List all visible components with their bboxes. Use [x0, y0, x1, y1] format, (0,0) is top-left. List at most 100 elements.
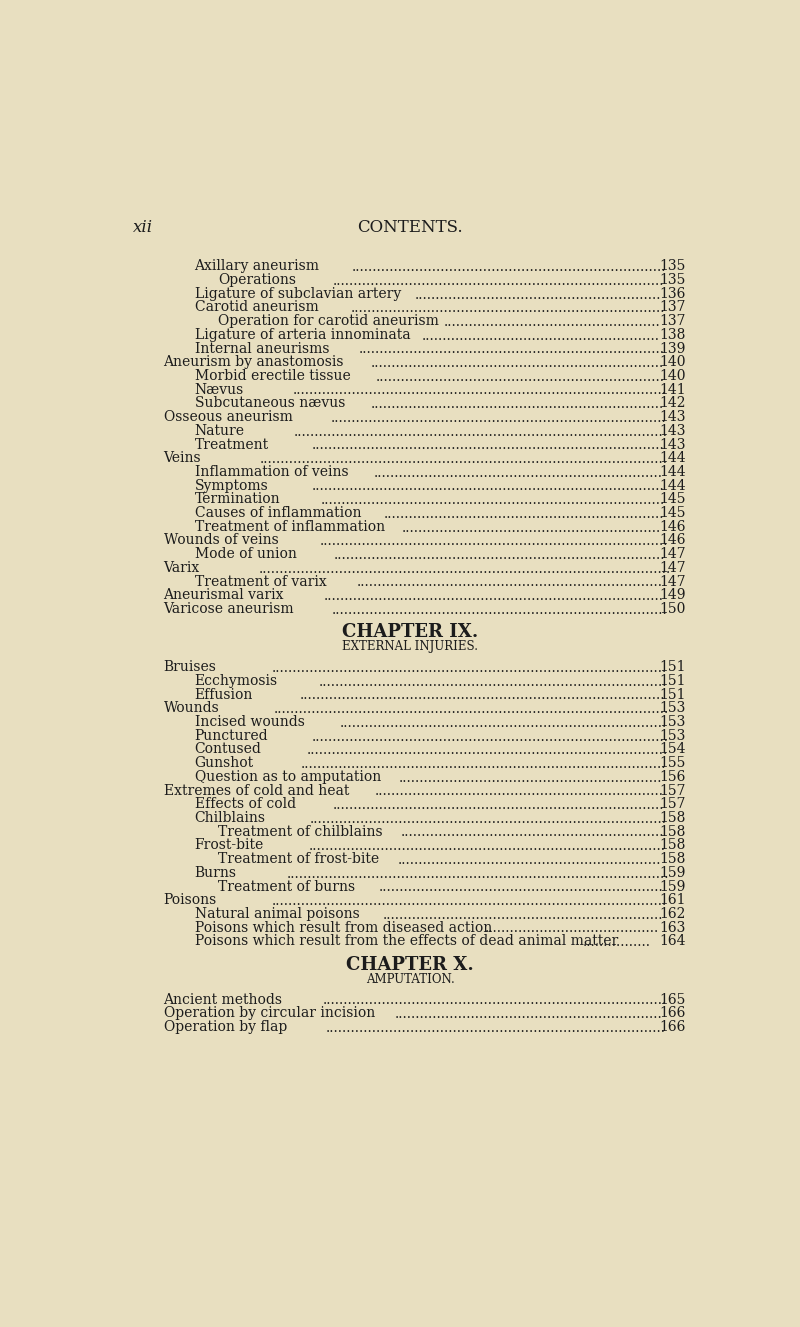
Text: ..........................................................................: ........................................… — [350, 301, 665, 316]
Text: Treatment of chilblains: Treatment of chilblains — [218, 824, 382, 839]
Text: ................................................................................: ........................................… — [274, 702, 669, 717]
Text: Aneurismal varix: Aneurismal varix — [163, 588, 284, 602]
Text: 137: 137 — [659, 314, 686, 328]
Text: AMPUTATION.: AMPUTATION. — [366, 973, 454, 986]
Text: Treatment of inflammation: Treatment of inflammation — [194, 520, 385, 533]
Text: Wounds of veins: Wounds of veins — [163, 533, 278, 548]
Text: Natural animal poisons: Natural animal poisons — [194, 906, 359, 921]
Text: Carotid aneurism: Carotid aneurism — [194, 300, 318, 314]
Text: ................................................................................: ........................................… — [272, 894, 667, 908]
Text: 153: 153 — [659, 715, 686, 729]
Text: 150: 150 — [659, 602, 686, 616]
Text: 158: 158 — [659, 811, 686, 825]
Text: Subcutaneous nævus: Subcutaneous nævus — [194, 397, 345, 410]
Text: ..............................................................: ........................................… — [400, 825, 664, 840]
Text: ...............................................................................: ........................................… — [330, 411, 666, 425]
Text: Operation by flap: Operation by flap — [163, 1020, 287, 1034]
Text: ...................................................................: ........................................… — [379, 880, 664, 894]
Text: ................................................................................: ........................................… — [326, 1020, 666, 1035]
Text: 143: 143 — [659, 410, 686, 425]
Text: Treatment of varix: Treatment of varix — [194, 575, 326, 589]
Text: ..............................................................................: ........................................… — [333, 273, 665, 288]
Text: ........................................................................: ........................................… — [357, 576, 662, 589]
Text: Causes of inflammation: Causes of inflammation — [194, 506, 361, 520]
Text: Termination: Termination — [194, 492, 280, 507]
Text: 140: 140 — [659, 356, 686, 369]
Text: Axillary aneurism: Axillary aneurism — [194, 259, 319, 273]
Text: Varix: Varix — [163, 561, 200, 575]
Text: ........................................................: ........................................… — [422, 329, 660, 342]
Text: 156: 156 — [659, 770, 686, 784]
Text: 161: 161 — [659, 893, 686, 908]
Text: Ancient methods: Ancient methods — [163, 993, 282, 1007]
Text: ................................................................................: ........................................… — [312, 438, 665, 453]
Text: Poisons which result from diseased action: Poisons which result from diseased actio… — [194, 921, 492, 934]
Text: Chilblains: Chilblains — [194, 811, 266, 825]
Text: Nævus: Nævus — [194, 382, 244, 397]
Text: ................................................................................: ........................................… — [294, 425, 667, 439]
Text: Treatment of burns: Treatment of burns — [218, 880, 355, 893]
Text: .....................................................................: ........................................… — [371, 397, 665, 411]
Text: Morbid erectile tissue: Morbid erectile tissue — [194, 369, 350, 384]
Text: ...............................................................................: ........................................… — [332, 602, 668, 617]
Text: ................................................................................: ........................................… — [323, 994, 667, 1007]
Text: 157: 157 — [659, 784, 686, 798]
Text: ................................................................................: ........................................… — [308, 839, 666, 853]
Text: 135: 135 — [659, 259, 686, 273]
Text: Inflammation of veins: Inflammation of veins — [194, 464, 348, 479]
Text: 147: 147 — [659, 547, 686, 561]
Text: 151: 151 — [659, 661, 686, 674]
Text: ................................................................................: ........................................… — [319, 674, 667, 689]
Text: .............................................................................: ........................................… — [340, 715, 667, 730]
Text: ..................................................................: ........................................… — [384, 507, 664, 520]
Text: 138: 138 — [659, 328, 686, 342]
Text: Operations: Operations — [218, 273, 296, 287]
Text: Burns: Burns — [194, 865, 237, 880]
Text: 151: 151 — [659, 674, 686, 687]
Text: .........................................: ........................................… — [485, 921, 659, 936]
Text: 162: 162 — [659, 906, 686, 921]
Text: ................................................................................: ........................................… — [319, 535, 668, 548]
Text: Frost-bite: Frost-bite — [194, 839, 264, 852]
Text: 153: 153 — [659, 702, 686, 715]
Text: 140: 140 — [659, 369, 686, 384]
Text: Veins: Veins — [163, 451, 201, 466]
Text: ................................................................................: ........................................… — [258, 561, 671, 576]
Text: 158: 158 — [659, 824, 686, 839]
Text: ................................................................................: ........................................… — [312, 479, 665, 494]
Text: Operation for carotid aneurism: Operation for carotid aneurism — [218, 314, 438, 328]
Text: 142: 142 — [659, 397, 686, 410]
Text: 144: 144 — [659, 464, 686, 479]
Text: ................................................................................: ........................................… — [293, 384, 667, 398]
Text: ..........................................................: ........................................… — [414, 288, 661, 301]
Text: Operation by circular incision: Operation by circular incision — [163, 1006, 374, 1020]
Text: 145: 145 — [659, 492, 686, 507]
Text: 149: 149 — [659, 588, 686, 602]
Text: ........................................................................: ........................................… — [359, 342, 665, 357]
Text: 159: 159 — [659, 880, 686, 893]
Text: .............................................................: ........................................… — [402, 520, 662, 535]
Text: 144: 144 — [659, 479, 686, 492]
Text: ..................................................................: ........................................… — [382, 908, 663, 922]
Text: 165: 165 — [659, 993, 686, 1007]
Text: 144: 144 — [659, 451, 686, 466]
Text: ..............................................................: ........................................… — [399, 771, 662, 784]
Text: 151: 151 — [659, 687, 686, 702]
Text: 147: 147 — [659, 561, 686, 575]
Text: Effects of cold: Effects of cold — [194, 798, 296, 811]
Text: 146: 146 — [659, 533, 686, 548]
Text: ................................................................................: ........................................… — [306, 743, 668, 758]
Text: Gunshot: Gunshot — [194, 756, 254, 770]
Text: ..........................................................................: ........................................… — [351, 260, 666, 275]
Text: 139: 139 — [659, 341, 686, 356]
Text: Mode of union: Mode of union — [194, 547, 297, 561]
Text: Extremes of cold and heat: Extremes of cold and heat — [163, 784, 349, 798]
Text: ................................................................................: ........................................… — [321, 494, 666, 507]
Text: 145: 145 — [659, 506, 686, 520]
Text: CONTENTS.: CONTENTS. — [357, 219, 463, 235]
Text: 146: 146 — [659, 520, 686, 533]
Text: Nature: Nature — [194, 423, 245, 438]
Text: Ligature of arteria innominata: Ligature of arteria innominata — [194, 328, 410, 342]
Text: Poisons: Poisons — [163, 893, 217, 908]
Text: ................................................................................: ........................................… — [300, 689, 666, 702]
